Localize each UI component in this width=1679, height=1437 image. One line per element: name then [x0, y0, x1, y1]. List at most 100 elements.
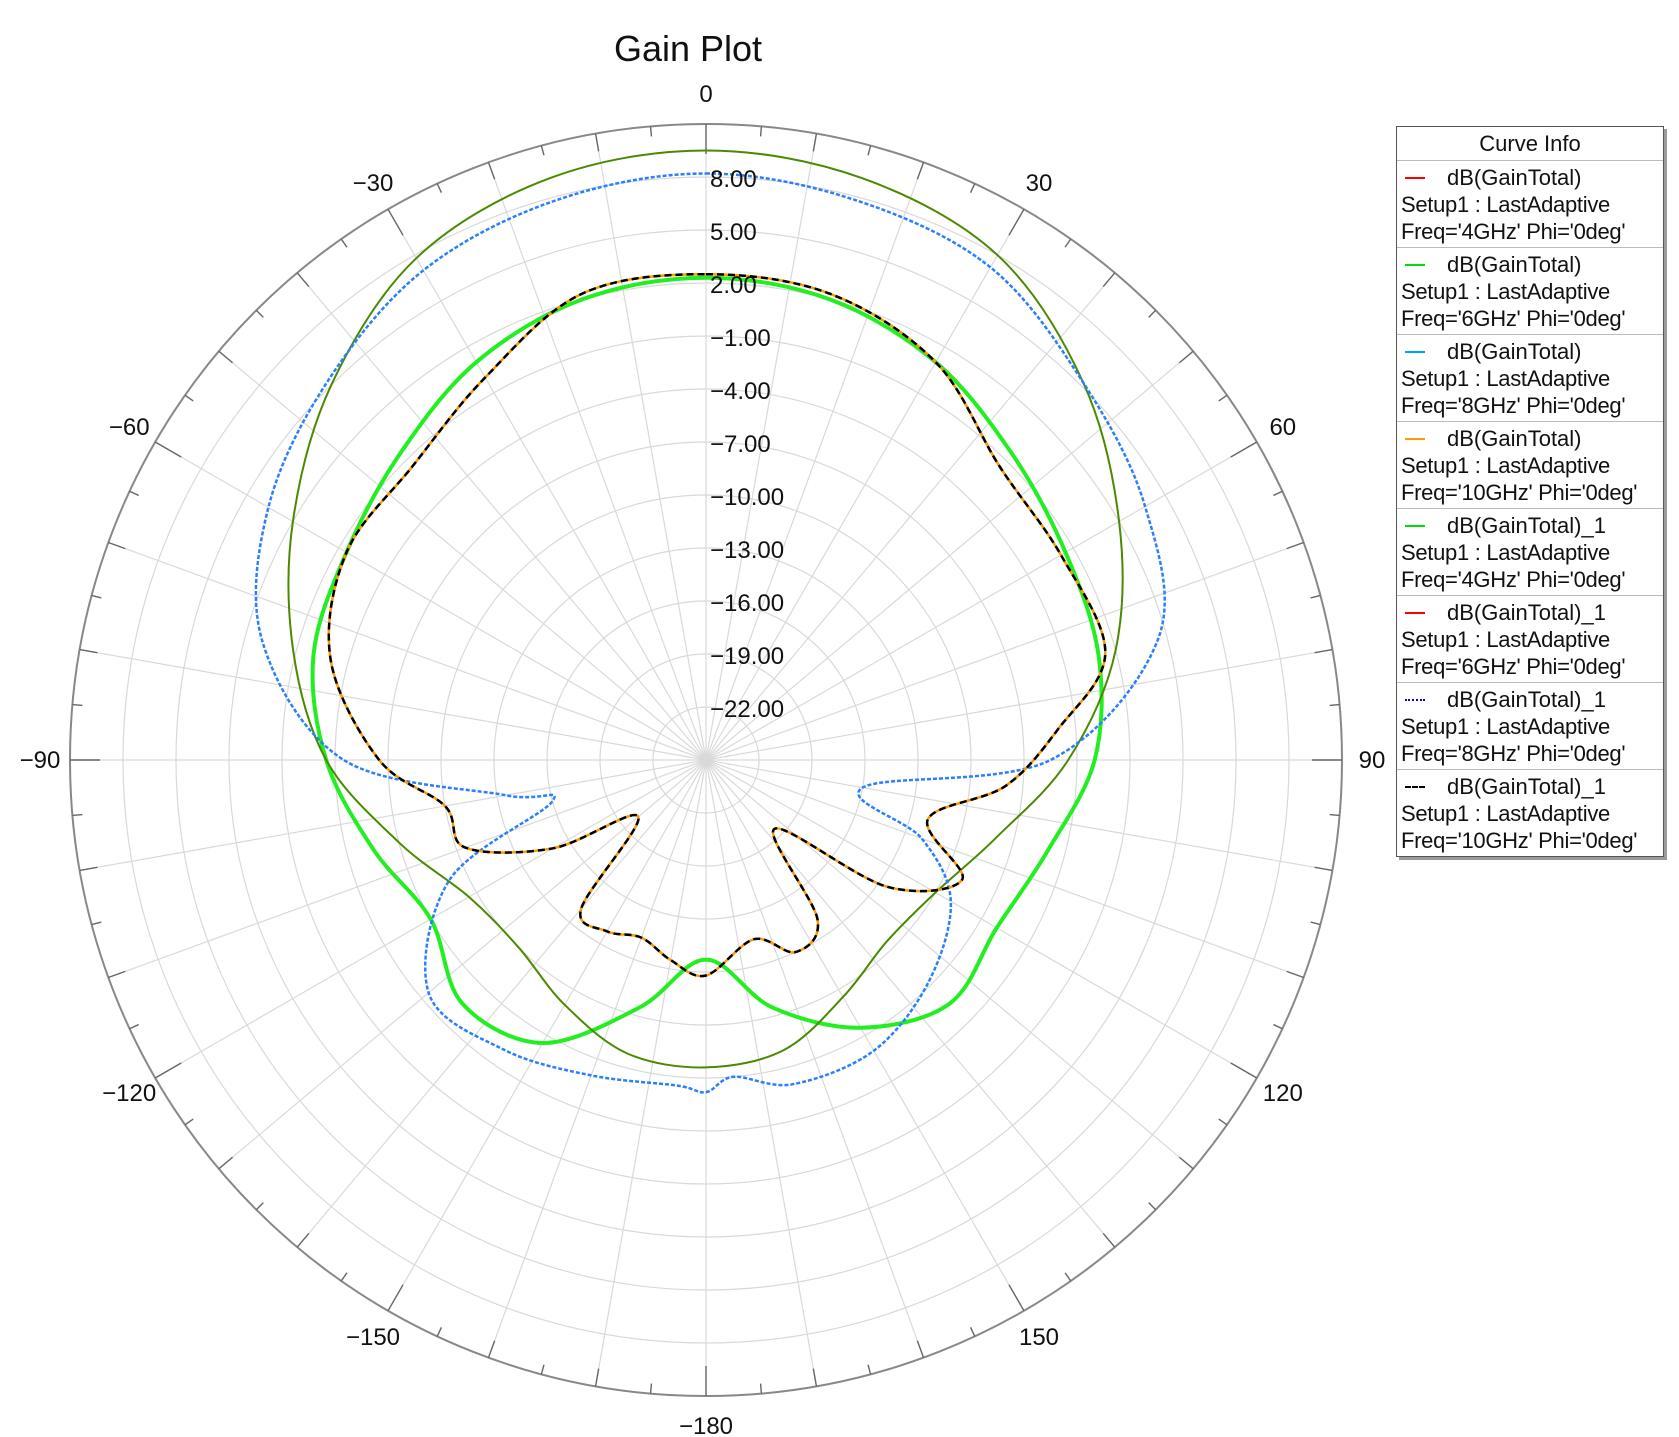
legend-setup: Setup1 : LastAdaptive: [1401, 453, 1610, 478]
grid-spoke: [705, 759, 1116, 1248]
angle-tick: [1008, 208, 1025, 236]
angle-label: −30: [353, 170, 394, 197]
angle-label: 90: [1359, 747, 1386, 774]
angle-tick: [255, 1202, 264, 1211]
angle-tick: [340, 238, 348, 248]
legend-setup: Setup1 : LastAdaptive: [1401, 540, 1610, 565]
angle-tick: [108, 970, 126, 979]
legend-setup: Setup1 : LastAdaptive: [1401, 801, 1610, 826]
angle-tick: [649, 1383, 653, 1394]
legend-swatch: [1405, 263, 1425, 266]
angle-tick: [129, 1023, 139, 1030]
grid-spoke: [218, 350, 707, 761]
legend-entry: dB(GainTotal)_1 Setup1 : LastAdaptive Freq…: [1397, 596, 1663, 683]
angle-tick: [812, 1368, 818, 1387]
angle-tick: [540, 1364, 545, 1375]
angle-tick: [79, 648, 98, 654]
angle-tick: [72, 703, 83, 707]
legend-swatch: [1405, 698, 1425, 701]
angle-tick: [108, 541, 126, 550]
angle-label: −120: [102, 1080, 156, 1107]
legend-series-name: dB(GainTotal): [1447, 165, 1582, 190]
angle-tick: [1064, 1272, 1072, 1282]
angle-tick: [1230, 441, 1258, 458]
grid-spoke: [487, 759, 707, 1358]
angle-label: −90: [20, 747, 61, 774]
angle-label: −150: [346, 1324, 400, 1351]
polar-grid: [69, 123, 1343, 1397]
grid-spoke: [387, 208, 707, 761]
legend-params: Freq='10GHz' Phi='0deg': [1401, 480, 1638, 505]
angle-tick: [218, 350, 234, 364]
grid-spoke: [79, 759, 707, 872]
legend-series-name: dB(GainTotal): [1447, 252, 1582, 277]
angle-tick: [1218, 1118, 1228, 1126]
legend-params: Freq='6GHz' Phi='0deg': [1401, 306, 1626, 331]
angle-tick: [387, 208, 404, 236]
radial-label: 8.00: [710, 166, 757, 193]
angle-tick: [1273, 490, 1283, 497]
angle-tick: [296, 1232, 310, 1248]
angle-tick: [594, 133, 600, 152]
angle-tick: [340, 1272, 348, 1282]
angle-label: −60: [109, 414, 150, 441]
radial-label: 5.00: [710, 219, 757, 246]
series-curve-10GHz: [327, 272, 1107, 978]
grid-spoke: [705, 759, 1304, 979]
grid-spoke: [79, 648, 707, 761]
angle-tick: [540, 145, 545, 156]
angle-tick: [487, 162, 496, 180]
angle-tick: [1314, 648, 1333, 654]
grid-spoke: [108, 541, 707, 761]
angle-tick: [129, 490, 139, 497]
angle-tick: [72, 813, 83, 817]
legend-swatch: [1405, 350, 1425, 353]
grid-spoke: [108, 759, 707, 979]
legend-setup: Setup1 : LastAdaptive: [1401, 366, 1610, 391]
grid-spoke: [296, 759, 707, 1248]
legend-series-name: dB(GainTotal)_1: [1447, 600, 1606, 625]
legend-series-name: dB(GainTotal): [1447, 426, 1582, 451]
radial-label: −16.00: [710, 590, 784, 617]
angle-tick: [1329, 703, 1340, 707]
angle-tick: [1218, 394, 1228, 402]
angle-tick: [387, 1284, 404, 1312]
grid-spoke: [705, 759, 925, 1358]
angle-tick: [218, 1156, 234, 1170]
angle-tick: [1286, 970, 1304, 979]
grid-spoke: [154, 441, 707, 761]
grid-spoke: [387, 759, 707, 1312]
legend-entry: dB(GainTotal)_1 Setup1 : LastAdaptive Freq…: [1397, 509, 1663, 596]
grid-spoke: [705, 541, 1304, 761]
angle-label: −180: [679, 1413, 733, 1437]
angle-tick: [296, 272, 310, 288]
grid-spoke: [705, 272, 1116, 761]
angle-tick: [1148, 1202, 1157, 1211]
angle-tick: [1178, 1156, 1194, 1170]
chart-title: Gain Plot: [614, 28, 762, 69]
legend-series-name: dB(GainTotal)_1: [1447, 687, 1606, 712]
angle-tick: [1329, 813, 1340, 817]
angle-tick: [1273, 1023, 1283, 1030]
legend-entry: dB(GainTotal) Setup1 : LastAdaptive Freq='…: [1397, 422, 1663, 509]
angle-tick: [255, 309, 264, 318]
grid-spoke: [705, 759, 1025, 1312]
radial-label: −10.00: [710, 484, 784, 511]
angle-tick: [91, 594, 102, 599]
angle-label: 120: [1263, 1080, 1303, 1107]
grid-spoke: [594, 133, 707, 761]
angle-tick: [154, 441, 182, 458]
legend-setup: Setup1 : LastAdaptive: [1401, 279, 1610, 304]
angle-tick: [1310, 921, 1321, 926]
angle-tick: [1314, 866, 1333, 872]
radial-label: −1.00: [710, 325, 771, 352]
grid-spoke: [705, 441, 1258, 761]
angle-tick: [1286, 541, 1304, 550]
grid-spoke: [296, 272, 707, 761]
legend-entry: dB(GainTotal) Setup1 : LastAdaptive Freq='…: [1397, 161, 1663, 248]
legend-params: Freq='4GHz' Phi='0deg': [1401, 567, 1626, 592]
legend-entry: dB(GainTotal)_1 Setup1 : LastAdaptive Freq…: [1397, 683, 1663, 770]
legend-params: Freq='8GHz' Phi='0deg': [1401, 741, 1626, 766]
series-curve-6GHz: [287, 149, 1124, 1069]
